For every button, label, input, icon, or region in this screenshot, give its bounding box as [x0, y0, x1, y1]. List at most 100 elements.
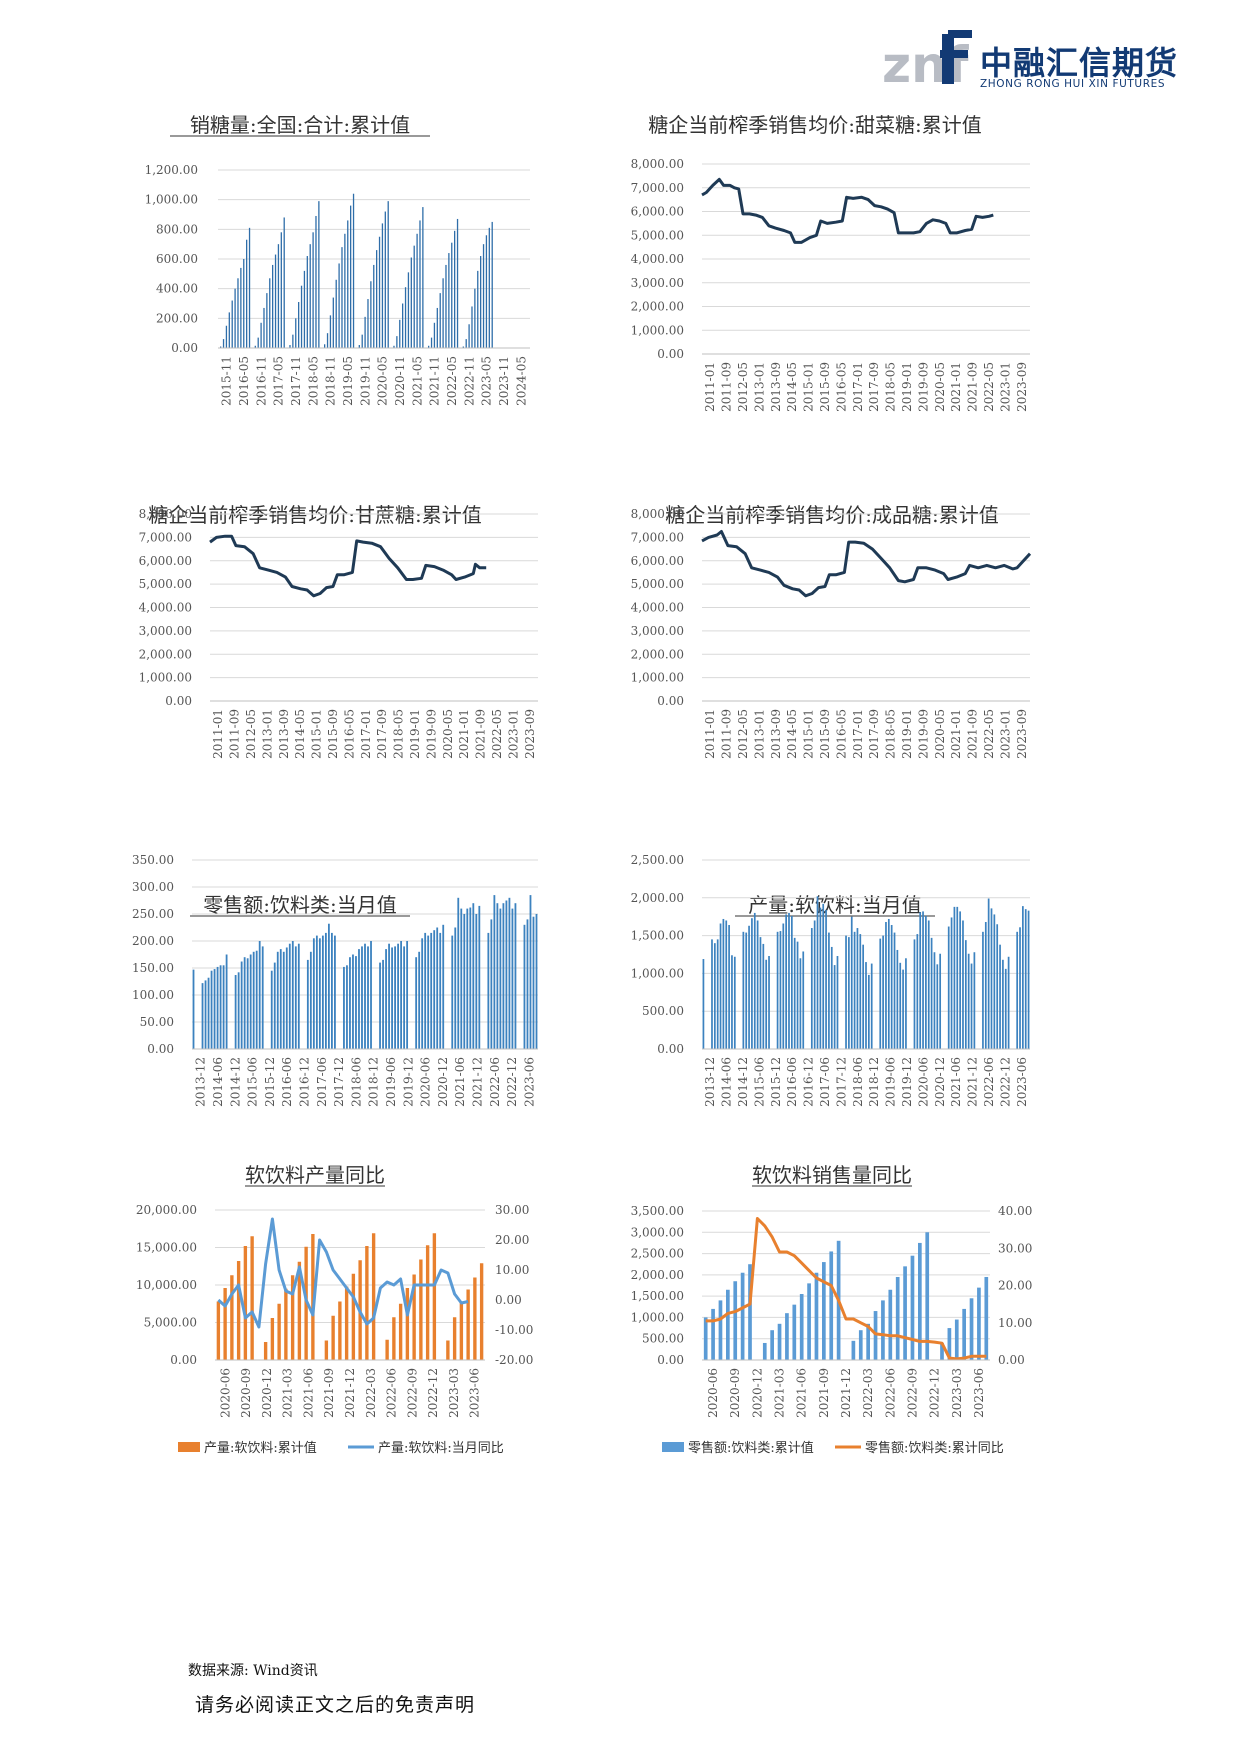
chart7-series-line — [217, 1217, 469, 1329]
chart4-ytick-label: 1,000.00 — [631, 671, 684, 685]
chart6-bar — [1027, 910, 1030, 1049]
chart8-bar — [866, 1323, 870, 1360]
chart5-bar — [204, 980, 207, 1049]
chart8-bar — [814, 1272, 819, 1360]
chart5-bar — [490, 919, 493, 1049]
chart7-bar — [459, 1303, 464, 1360]
chart5-bar — [418, 951, 421, 1049]
chart5-bar — [297, 943, 300, 1049]
chart5-bar — [343, 966, 345, 1049]
chart1-bar — [488, 227, 490, 348]
chart4-xtick-label: 2021-09 — [966, 709, 980, 759]
chart5-bar — [361, 946, 363, 1049]
chart1-xtick-label: 2020-05 — [376, 356, 390, 406]
chart8-bar — [726, 1289, 730, 1360]
chart4-xtick-label: 2015-09 — [818, 709, 832, 759]
data-source-note: 数据来源: Wind资讯 — [188, 1663, 318, 1679]
chart1-bar — [471, 306, 473, 348]
chart6-bar — [753, 912, 756, 1049]
chart6-xtick-label: 2021-06 — [949, 1057, 963, 1107]
chart1-bar — [485, 235, 488, 348]
chart6-bar — [711, 939, 713, 1049]
chart1-bar — [419, 220, 421, 348]
chart1-ytick-label: 0.00 — [171, 341, 198, 355]
chart7-title: 软饮料产量同比 — [245, 1163, 385, 1187]
chart5-bar — [234, 975, 237, 1049]
chart5-bar — [496, 903, 499, 1049]
chart4-xtick-label: 2016-05 — [834, 709, 848, 759]
chart1-bar — [231, 300, 233, 348]
chart6-bar — [922, 911, 924, 1049]
chart4-xtick-label: 2015-01 — [802, 709, 816, 759]
chart1-ytick-label: 200.00 — [156, 311, 198, 325]
chart6-bar — [959, 911, 961, 1049]
chart8-ytick-label: 2,500.00 — [631, 1247, 684, 1261]
chart2-ytick-label: 0.00 — [657, 347, 684, 361]
chart3-xtick-label: 2021-09 — [474, 709, 488, 759]
chart6-bar — [790, 915, 793, 1049]
chart1-bar — [222, 339, 225, 348]
chart3-ytick-label: 6,000.00 — [139, 554, 192, 568]
chart5-bar — [306, 959, 309, 1049]
chart7-ytick-label: 0.00 — [170, 1353, 197, 1367]
chart6-xtick-label: 2020-06 — [916, 1057, 930, 1107]
chart6-bar — [702, 959, 705, 1049]
chart1-bar — [257, 337, 259, 348]
chart5-bar — [478, 905, 481, 1049]
chart6-bar — [722, 918, 725, 1049]
chart6-ytick-label: 2,000.00 — [631, 891, 684, 905]
chart6-bar — [856, 928, 859, 1049]
chart7-bar — [223, 1288, 227, 1360]
chart6-bar — [905, 958, 907, 1049]
chart8-xtick-label: 2023-03 — [950, 1368, 964, 1418]
chart1-bar — [283, 217, 285, 348]
chart8-right-ytick-label: 0.00 — [998, 1353, 1025, 1367]
chart4-ytick-label: 5,000.00 — [631, 577, 684, 591]
chart5-bar — [279, 949, 282, 1049]
chart1-bar — [399, 319, 401, 348]
chart5-bar — [201, 983, 204, 1049]
chart3-xtick-label: 2013-01 — [260, 709, 274, 759]
chart4-xtick-label: 2013-01 — [752, 709, 766, 759]
chart2-xtick-label: 2020-05 — [933, 362, 947, 412]
chart1-bar — [376, 250, 378, 348]
chart2-xtick-label: 2016-05 — [834, 362, 848, 412]
chart8-xtick-label: 2022-03 — [861, 1368, 875, 1418]
chart3-title: 糖企当前榨季销售均价:甘蔗糖:累计值 — [148, 503, 481, 527]
chart5-xtick-label: 2015-06 — [246, 1057, 260, 1107]
chart2-xtick-label: 2017-01 — [851, 362, 865, 412]
chart2-xtick-label: 2023-01 — [998, 362, 1012, 412]
chart6-bar — [716, 939, 719, 1049]
chart3-xtick-label: 2023-01 — [506, 709, 520, 759]
chart5-bar — [222, 965, 225, 1049]
chart6-bar — [813, 920, 816, 1049]
chart2-xtick-label: 2019-09 — [916, 362, 930, 412]
chart1-bar — [246, 239, 248, 348]
chart5-bar — [442, 924, 445, 1049]
chart-refined-sugar-price: 糖企当前榨季销售均价:成品糖:累计值 0.00 1,000.00 2,000.00 3,… — [631, 503, 1200, 860]
chart-soft-drink-output-yoy-svg: 软饮料产量同比 0.00 5,000.00 10,000.00 15,000.00 20,… — [136, 1163, 534, 1456]
chart6-bar — [1024, 909, 1027, 1049]
chart6-bar — [731, 955, 733, 1049]
chart1-bar — [248, 227, 251, 348]
chart6-xtick-label: 2018-06 — [851, 1057, 865, 1107]
chart8-bar — [947, 1328, 952, 1360]
chart4-xtick-label: 2021-01 — [949, 709, 963, 759]
chart1-bar — [428, 345, 430, 348]
chart6-bar — [953, 906, 956, 1049]
chart3-ytick-label: 0.00 — [165, 694, 192, 708]
chart5-bar — [285, 947, 288, 1049]
chart1-bar — [326, 333, 329, 348]
chart7-bar — [243, 1246, 248, 1360]
chart5-xtick-label: 2015-12 — [263, 1057, 277, 1107]
chart2-ytick-label: 5,000.00 — [631, 228, 684, 242]
chart6-xtick-label: 2015-12 — [769, 1057, 783, 1107]
chart6-bar — [819, 907, 822, 1049]
chart5-bar — [433, 930, 436, 1049]
chart8-bar — [851, 1340, 856, 1360]
chart7-bar — [398, 1303, 403, 1360]
chart1-bar — [228, 312, 230, 348]
chart5-bar — [511, 908, 514, 1049]
chart7-bar — [338, 1301, 342, 1360]
chart7-xtick-label: 2022-06 — [385, 1368, 399, 1418]
